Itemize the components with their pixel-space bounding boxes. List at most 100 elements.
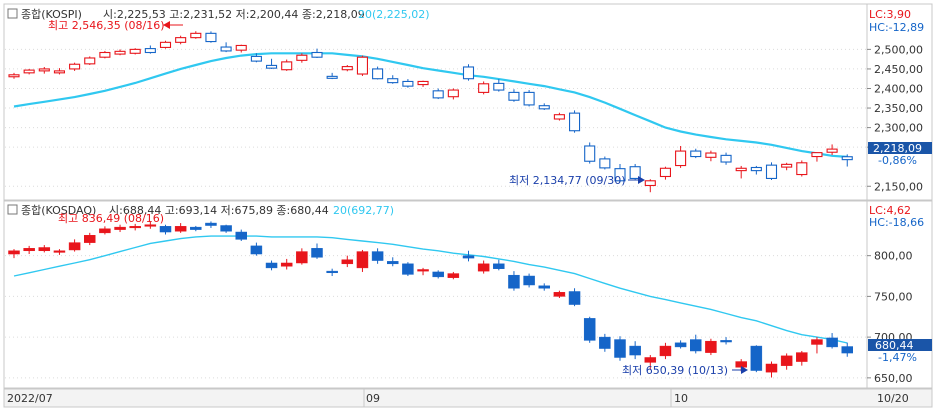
kosdaq-header-name: 종합(KOSDAQ) [21, 204, 96, 217]
candle [220, 224, 232, 233]
candle-body [583, 318, 596, 341]
candle-body [599, 336, 611, 349]
candle [508, 89, 520, 102]
x-axis-bar [3, 388, 933, 408]
candle [826, 333, 838, 349]
candle [690, 334, 702, 354]
candle-body [129, 48, 141, 54]
candle [811, 337, 823, 354]
candle [250, 242, 263, 256]
candle [841, 342, 853, 357]
candle [765, 361, 778, 378]
candle-body [765, 164, 778, 179]
candle-body [720, 340, 732, 343]
candle [326, 72, 338, 80]
candle [583, 316, 596, 343]
candle [493, 259, 505, 271]
candle-body [508, 274, 520, 289]
candle-body [538, 105, 550, 110]
kosdaq-last-price-box [868, 339, 932, 351]
candle [508, 271, 520, 291]
candle [750, 345, 763, 373]
candle [129, 48, 141, 55]
candle [296, 53, 308, 63]
candle [356, 55, 369, 76]
candle [265, 260, 278, 271]
candle-body [796, 162, 808, 176]
kospi-last-change: -0,86% [878, 154, 917, 167]
candle [159, 224, 172, 235]
candle-body [462, 66, 475, 80]
candle [674, 340, 687, 349]
x-axis-label-oct: 10 [674, 392, 688, 405]
candle [599, 333, 611, 352]
candle [159, 40, 172, 49]
candle [99, 226, 111, 235]
y-tick-label: 2,450,00 [874, 63, 923, 76]
candle [235, 229, 247, 241]
candle-body [568, 291, 581, 305]
candle-body [296, 54, 308, 61]
candle [523, 90, 535, 107]
candle-body [811, 152, 823, 158]
candle [796, 160, 808, 177]
candle [781, 162, 793, 171]
candle [387, 257, 399, 267]
x-axis-label-sep: 09 [366, 392, 380, 405]
kosdaq-hc: HC:-18,66 [869, 216, 924, 229]
kospi-last-price-box [868, 142, 932, 154]
candle [23, 68, 35, 75]
candle-body [826, 337, 838, 348]
candle-body [144, 224, 157, 227]
kospi-high-arrow-icon [163, 21, 170, 29]
candle [265, 58, 278, 69]
candle-body [23, 248, 35, 252]
candle [478, 81, 490, 95]
y-tick-label: 2,500,00 [874, 43, 923, 56]
candle-body [629, 345, 641, 356]
candle [644, 179, 656, 193]
candle-body [8, 74, 20, 78]
candle-body [447, 89, 459, 98]
candle [659, 166, 672, 180]
candle [69, 62, 81, 71]
candle-body [175, 37, 187, 43]
kospi-checkbox[interactable] [7, 8, 18, 19]
candle [53, 68, 66, 75]
candle [23, 245, 35, 255]
candle-body [296, 251, 308, 264]
candle [750, 165, 762, 175]
kospi-panel-frame [3, 3, 933, 201]
candle [447, 271, 460, 280]
candle-body [174, 226, 187, 232]
candle [280, 258, 293, 270]
candle [614, 163, 626, 183]
candle [675, 145, 687, 168]
kosdaq-ma-label: 20(692,77) [333, 204, 394, 217]
candle [114, 49, 126, 56]
candle [281, 59, 293, 71]
candle-body [250, 55, 262, 62]
candle-body [447, 273, 460, 278]
candle [341, 65, 353, 72]
candle-body [690, 339, 702, 352]
candle-body [68, 242, 81, 251]
y-tick-label: 2,300,00 [874, 122, 923, 135]
candle [417, 267, 429, 276]
kosdaq-ma20-line [13, 235, 848, 344]
candle [235, 44, 247, 53]
x-axis-label-start: 2022/07 [7, 392, 53, 405]
candle [38, 245, 51, 253]
kosdaq-checkbox[interactable] [7, 204, 18, 215]
kosdaq-last-price: 680,44 [875, 339, 914, 352]
candle-body [478, 83, 490, 93]
candle [387, 75, 399, 84]
candle-body [205, 32, 217, 43]
candle-body [23, 69, 35, 74]
candle [735, 165, 747, 179]
candle-body [523, 275, 535, 286]
candle-body [659, 345, 672, 357]
kospi-ma20-line [13, 52, 848, 158]
kosdaq-header-ohlc: 시:688,44 고:693,14 저:675,89 종:680,44 [109, 204, 329, 217]
candle [705, 150, 717, 162]
